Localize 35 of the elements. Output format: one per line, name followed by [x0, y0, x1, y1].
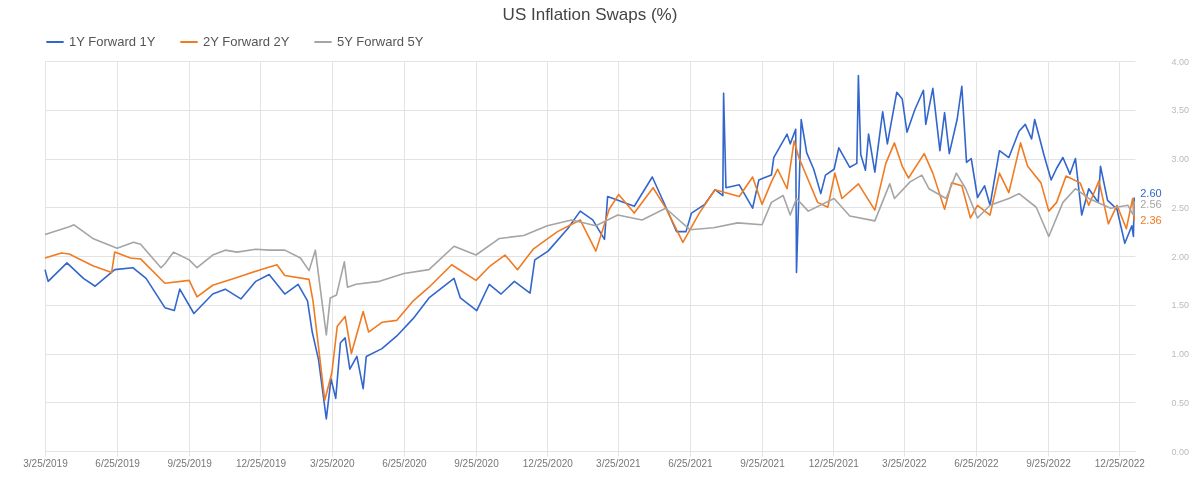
data-label: 2.56: [1140, 197, 1162, 210]
data-label: 2.60: [1140, 186, 1162, 199]
x-tick-label: 6/25/2020: [382, 457, 428, 469]
x-tick-label: 3/25/2021: [596, 457, 641, 469]
x-tick-label: 6/25/2021: [668, 457, 714, 469]
x-tick-label: 3/25/2022: [882, 457, 928, 469]
y-tick-label: 3.00: [1171, 154, 1190, 164]
y-tick-label: 1.50: [1171, 300, 1190, 311]
y-tick-label: 1.00: [1171, 349, 1190, 359]
x-tick-label: 9/25/2020: [454, 457, 500, 469]
x-tick-label: 12/25/2019: [235, 457, 287, 469]
x-tick-label: 3/25/2020: [310, 457, 355, 469]
y-tick-label: 2.50: [1171, 202, 1190, 213]
x-tick-label: 3/25/2019: [23, 457, 69, 469]
legend-label: 1Y Forward 1Y: [69, 34, 156, 49]
chart-title: US Inflation Swaps (%): [502, 5, 678, 24]
y-tick-label: 4.00: [1171, 56, 1190, 67]
x-tick-label: 9/25/2022: [1026, 457, 1072, 469]
x-tick-label: 6/25/2019: [95, 457, 141, 469]
data-label: 2.36: [1140, 213, 1162, 226]
x-tick-label: 6/25/2022: [954, 457, 1000, 469]
x-tick-label: 12/25/2022: [1094, 457, 1146, 469]
x-tick-label: 9/25/2019: [167, 457, 213, 469]
y-tick-label: 3.50: [1171, 105, 1190, 116]
x-tick-label: 12/25/2021: [808, 457, 860, 469]
line-series: [44, 74, 1136, 420]
y-tick-label: 2.00: [1171, 251, 1190, 262]
y-tick-label: 0.50: [1171, 397, 1190, 408]
line-series: [44, 140, 1136, 402]
line-series: [44, 172, 1136, 336]
y-tick-label: 0.00: [1171, 446, 1190, 457]
legend-label: 5Y Forward 5Y: [337, 34, 424, 49]
x-tick-label: 9/25/2021: [740, 457, 786, 469]
x-tick-label: 12/25/2020: [522, 457, 574, 469]
legend-label: 2Y Forward 2Y: [203, 34, 290, 49]
